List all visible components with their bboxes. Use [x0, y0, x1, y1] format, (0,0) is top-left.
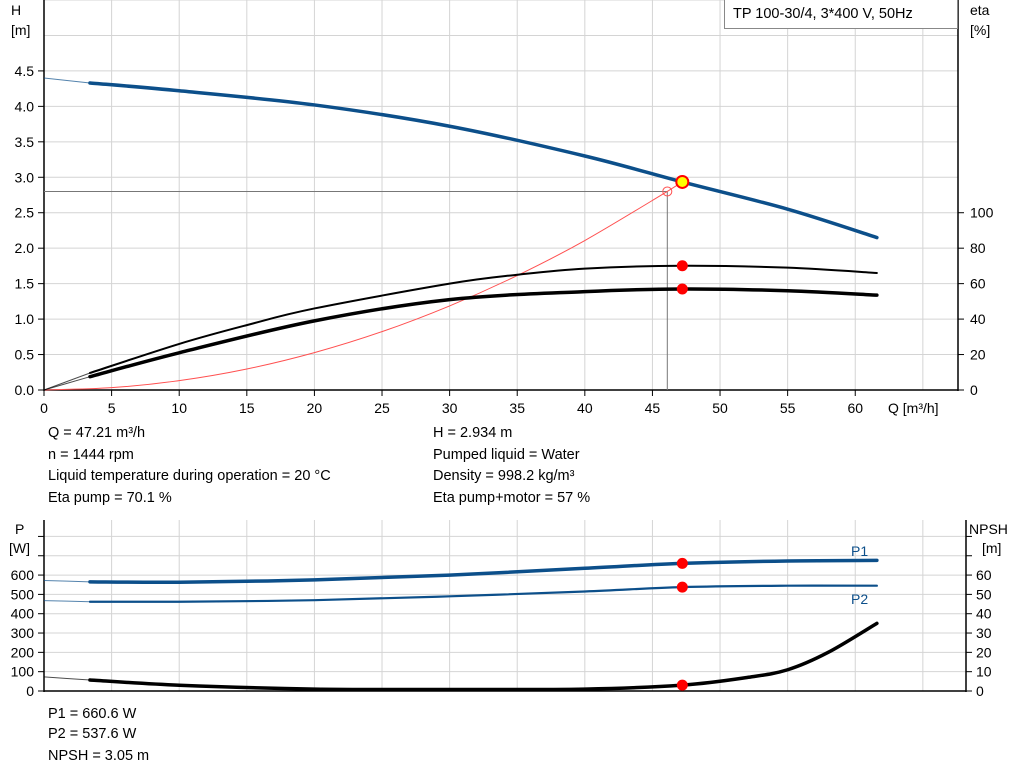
q-tick-label: 15: [239, 400, 255, 416]
info-density: Density = 998.2 kg/m³: [433, 468, 575, 484]
eta-tick-label: 80: [970, 240, 986, 256]
top-grid: [43, 0, 959, 391]
eta-pump-motor-curve: [88, 287, 879, 379]
system-point-marker: [662, 186, 673, 197]
info-eta-pump: Eta pump = 70.1 %: [48, 490, 172, 506]
eta-tick-label: 40: [970, 311, 986, 327]
npsh-tick-label: 30: [976, 625, 992, 641]
h-tick-label: 3.0: [15, 169, 35, 185]
p1-curve-extrapolation: [43, 579, 90, 583]
head-duty-marker: [675, 174, 690, 189]
bottom-grid: [43, 520, 967, 692]
q-tick-label: 55: [780, 400, 796, 416]
info-q: Q = 47.21 m³/h: [48, 425, 146, 441]
p-axis-label: P: [15, 521, 24, 537]
eta-pump-curve-extrapolation: [43, 372, 91, 391]
npsh-tick-label: 0: [976, 683, 984, 699]
eta-axis-unit: [%]: [970, 22, 990, 38]
q-tick-label: 40: [577, 400, 593, 416]
npsh-tick-label: 50: [976, 586, 992, 602]
h-tick-label: 2.5: [15, 205, 35, 221]
curves: [43, 77, 879, 692]
eta-pump-motor-duty-marker: [676, 283, 688, 295]
q-tick-label: 0: [40, 400, 48, 416]
npsh-tick-label: 40: [976, 606, 992, 622]
npsh-axis-unit: [m]: [982, 540, 1001, 556]
npsh-duty-marker: [676, 679, 688, 691]
p2-curve: [88, 584, 878, 603]
ticks: 0 5 10 15 20 25 30 35 40 45 50 55 60 0.0 0.5 1.0 1.5 2.0 2…: [11, 63, 994, 699]
eta-axis-label: eta: [970, 2, 990, 18]
eta-pump-duty-marker: [676, 260, 688, 272]
p-tick-label: 200: [11, 644, 35, 660]
q-tick-label: 5: [108, 400, 116, 416]
p-tick-label: 300: [11, 625, 35, 641]
q-tick-label: 25: [374, 400, 390, 416]
info-eta-pump-motor: Eta pump+motor = 57 %: [433, 490, 591, 506]
p-tick-label: 600: [11, 567, 35, 583]
p1-curve: [88, 558, 879, 585]
p-axis-unit: [W]: [9, 540, 30, 556]
head-curve: [88, 81, 879, 240]
npsh-curve: [88, 621, 879, 692]
info-npsh: NPSH = 3.05 m: [48, 748, 150, 764]
h-tick-label: 4.5: [15, 63, 35, 79]
h-tick-label: 1.5: [15, 276, 35, 292]
eta-tick-label: 20: [970, 347, 986, 363]
h-tick-label: 2.0: [15, 240, 35, 256]
q-tick-label: 50: [712, 400, 728, 416]
p-tick-label: 400: [11, 606, 35, 622]
p-tick-label: 0: [26, 683, 34, 699]
eta-pump-curve: [88, 264, 878, 374]
h-tick-label: 3.5: [15, 134, 35, 150]
q-tick-label: 20: [307, 400, 323, 416]
npsh-tick-label: 60: [976, 567, 992, 583]
q-axis-label: Q [m³/h]: [888, 400, 939, 416]
h-tick-label: 0.0: [15, 382, 35, 398]
info-liquid: Pumped liquid = Water: [433, 447, 580, 463]
p1-duty-marker: [676, 557, 688, 569]
p2-series-label: P2: [851, 591, 868, 607]
h-tick-label: 4.0: [15, 98, 35, 114]
npsh-tick-label: 20: [976, 644, 992, 660]
h-tick-label: 0.5: [15, 347, 35, 363]
pump-title: TP 100-30/4, 3*400 V, 50Hz: [724, 0, 958, 29]
p1-series-label: P1: [851, 543, 868, 559]
eta-tick-label: 100: [970, 205, 994, 221]
q-tick-label: 10: [171, 400, 187, 416]
npsh-tick-label: 10: [976, 664, 992, 680]
p-tick-label: 500: [11, 586, 35, 602]
eta-tick-label: 60: [970, 276, 986, 292]
h-axis-unit: [m]: [11, 22, 30, 38]
p2-duty-marker: [676, 581, 688, 593]
q-tick-label: 45: [645, 400, 661, 416]
npsh-curve-extrapolation: [43, 676, 91, 681]
info-p2: P2 = 537.6 W: [48, 726, 137, 742]
p-tick-label: 100: [11, 664, 35, 680]
h-tick-label: 1.0: [15, 311, 35, 327]
eta-tick-label: 0: [970, 382, 978, 398]
q-tick-label: 35: [509, 400, 525, 416]
npsh-axis-label: NPSH: [969, 521, 1008, 537]
info-temperature: Liquid temperature during operation = 20…: [48, 468, 331, 484]
p2-curve-extrapolation: [43, 600, 90, 603]
h-axis-label: H: [11, 2, 21, 18]
info-h: H = 2.934 m: [433, 425, 513, 441]
eta-pump-motor-curve-extrapolation: [43, 376, 91, 391]
system-curve: [43, 191, 668, 391]
head-curve-extrapolation: [43, 77, 91, 84]
q-tick-label: 60: [847, 400, 863, 416]
info-speed: n = 1444 rpm: [48, 447, 134, 463]
info-p1: P1 = 660.6 W: [48, 706, 137, 722]
q-tick-label: 30: [442, 400, 458, 416]
